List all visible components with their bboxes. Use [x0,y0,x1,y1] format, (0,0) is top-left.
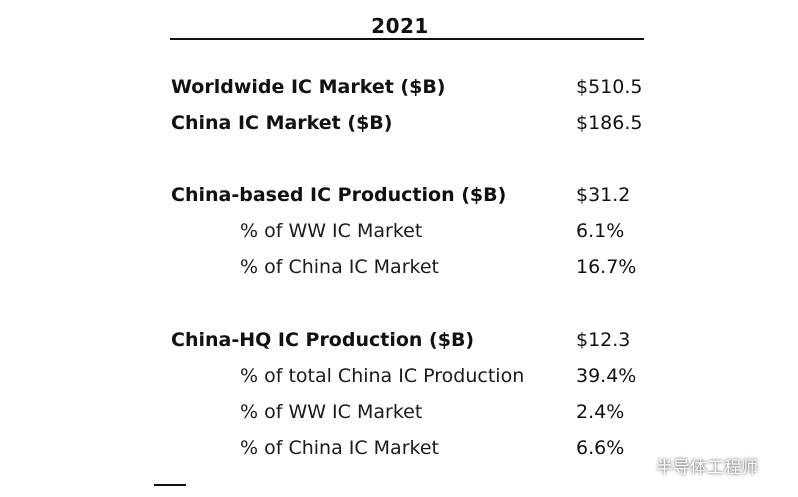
table-row: Worldwide IC Market ($B) $510.5 [0,74,798,104]
row-value: 6.1% [576,220,625,242]
row-value: 39.4% [576,365,637,387]
row-label: % of China IC Market [240,256,439,278]
row-label: China-HQ IC Production ($B) [171,329,475,351]
row-label: China IC Market ($B) [171,112,393,134]
row-value: $12.3 [576,329,631,351]
row-value: 6.6% [576,437,625,459]
row-value: $510.5 [576,76,643,98]
table-row: % of China IC Market 16.7% [0,254,798,284]
row-value: 2.4% [576,401,625,423]
table-row: % of total China IC Production 39.4% [0,363,798,393]
table-row: China IC Market ($B) $186.5 [0,110,798,140]
row-label: % of WW IC Market [240,220,423,242]
row-label: Worldwide IC Market ($B) [171,76,446,98]
header-divider [170,38,644,40]
row-label: % of total China IC Production [240,365,525,387]
year-header: 2021 [371,14,429,38]
footnote-rule [154,484,186,486]
table-row: % of China IC Market 6.6% [0,435,798,465]
row-label: % of China IC Market [240,437,439,459]
table-row: % of WW IC Market 6.1% [0,218,798,248]
table-row: China-based IC Production ($B) $31.2 [0,182,798,212]
table-row: % of WW IC Market 2.4% [0,399,798,429]
row-value: $31.2 [576,184,631,206]
row-value: 16.7% [576,256,637,278]
row-value: $186.5 [576,112,643,134]
watermark: 半导体工程师 [628,454,758,478]
table-row: China-HQ IC Production ($B) $12.3 [0,327,798,357]
watermark-text: 半导体工程师 [656,457,758,478]
row-label: % of WW IC Market [240,401,423,423]
wechat-icon [628,456,649,473]
row-label: China-based IC Production ($B) [171,184,507,206]
